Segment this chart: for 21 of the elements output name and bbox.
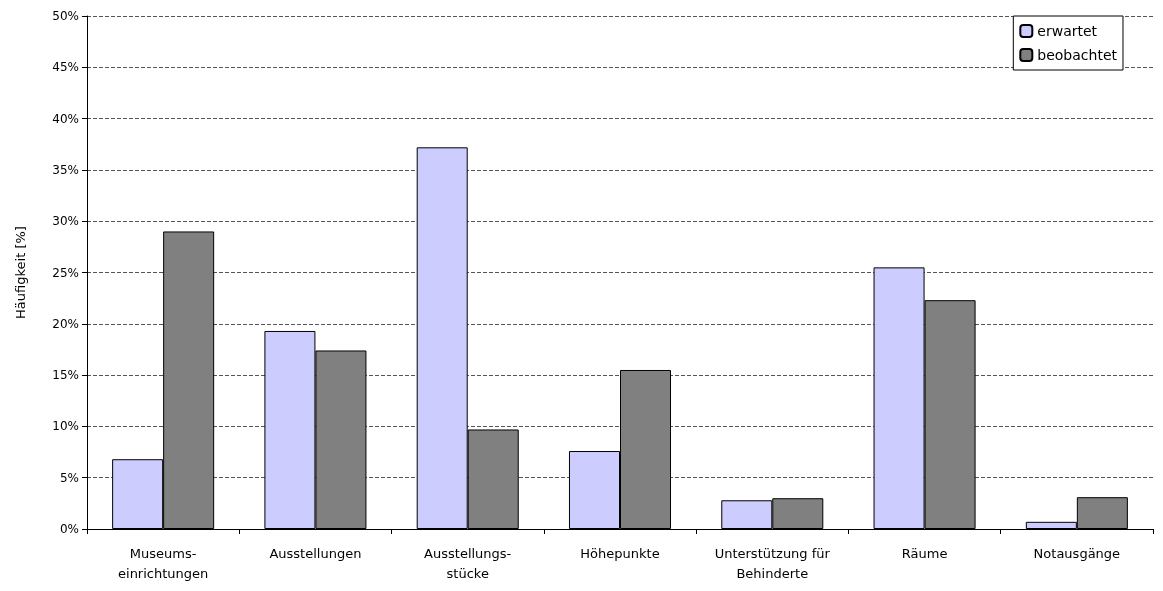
legend-label: beobachtet bbox=[1037, 47, 1118, 63]
y-tick-label: 10% bbox=[52, 419, 79, 434]
x-tick-label: Ausstellungs- stücke bbox=[424, 545, 512, 581]
y-tick-label: 50% bbox=[52, 9, 79, 23]
y-tick-label: 20% bbox=[52, 316, 79, 331]
x-tick-label: Unterstützung für Behinderte bbox=[714, 545, 831, 581]
y-tick-label: 15% bbox=[52, 368, 79, 383]
x-tick-label: Höhepunkte bbox=[580, 545, 660, 561]
y-tick-label: 35% bbox=[52, 162, 79, 177]
x-tick-label: Museums- einrichtungen bbox=[118, 545, 209, 581]
y-tick-label: 25% bbox=[52, 265, 79, 280]
x-tick-label: Räume bbox=[901, 545, 948, 561]
y-axis-title: Häufigkeit [%] bbox=[13, 226, 28, 319]
y-tick-label: 0% bbox=[59, 522, 79, 536]
legend-label: erwartet bbox=[1037, 23, 1098, 39]
y-tick-label: 5% bbox=[59, 470, 79, 485]
y-tick-label: 30% bbox=[52, 214, 79, 229]
x-tick-label: Ausstellungen bbox=[269, 545, 362, 561]
y-tick-label: 45% bbox=[52, 60, 79, 75]
y-tick-label: 40% bbox=[52, 111, 79, 126]
x-tick-label: Notausgänge bbox=[1033, 545, 1121, 561]
